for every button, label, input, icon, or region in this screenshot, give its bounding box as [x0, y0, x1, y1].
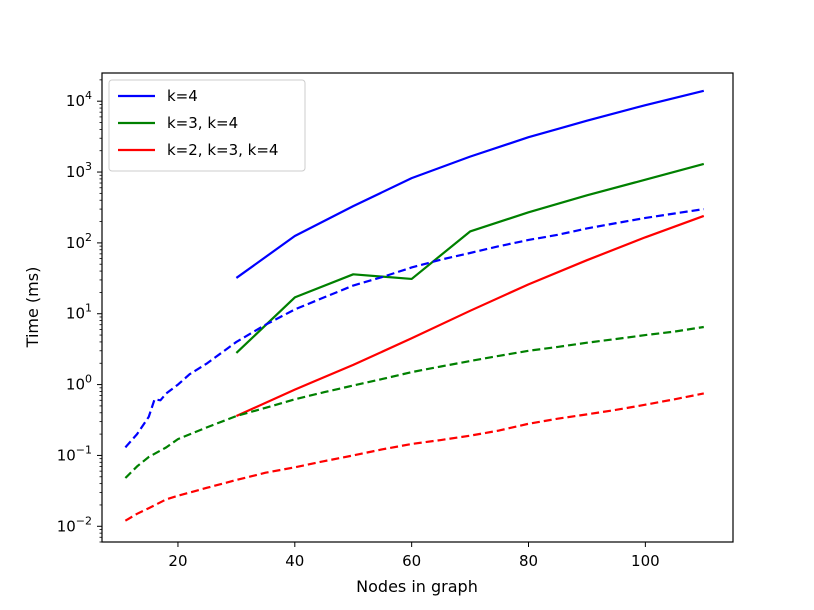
x-tick-label: 20: [168, 552, 187, 570]
y-tick-label: 101: [66, 302, 92, 323]
series-line-0-solid: [235, 89, 705, 279]
x-axis-label: Nodes in graph: [356, 577, 478, 596]
legend-label: k=3, k=4: [167, 114, 238, 132]
x-tick-label: 40: [285, 552, 304, 570]
y-axis: 10−2 10−1 100 101 102 103 104: [57, 79, 102, 543]
series-line-2-solid: [235, 214, 705, 418]
y-tick-label: 102: [66, 231, 92, 252]
series-line-1-solid: [235, 162, 705, 354]
series-line-5-dashed: [124, 392, 705, 522]
plot-frame: [101, 72, 734, 543]
x-tick-label: 100: [631, 552, 660, 570]
legend: k=4 k=3, k=4 k=2, k=3, k=4: [108, 79, 306, 172]
y-tick-label: 100: [66, 373, 92, 394]
x-axis: 20 40 60 80 100: [168, 542, 660, 570]
legend-box: [108, 79, 306, 172]
legend-label: k=2, k=3, k=4: [167, 141, 278, 159]
x-tick-label: 80: [519, 552, 538, 570]
x-tick-label: 60: [402, 552, 421, 570]
y-tick-label: 104: [66, 89, 92, 110]
series-line-3-dashed: [124, 208, 704, 449]
y-tick-label: 10−1: [57, 443, 92, 464]
y-axis-label: Time (ms): [23, 267, 42, 349]
series-line-4-dashed: [124, 325, 704, 479]
y-tick-label: 10−2: [57, 514, 92, 535]
legend-label: k=4: [167, 87, 198, 105]
y-tick-label: 103: [66, 160, 92, 181]
plot-lines: [124, 89, 705, 522]
